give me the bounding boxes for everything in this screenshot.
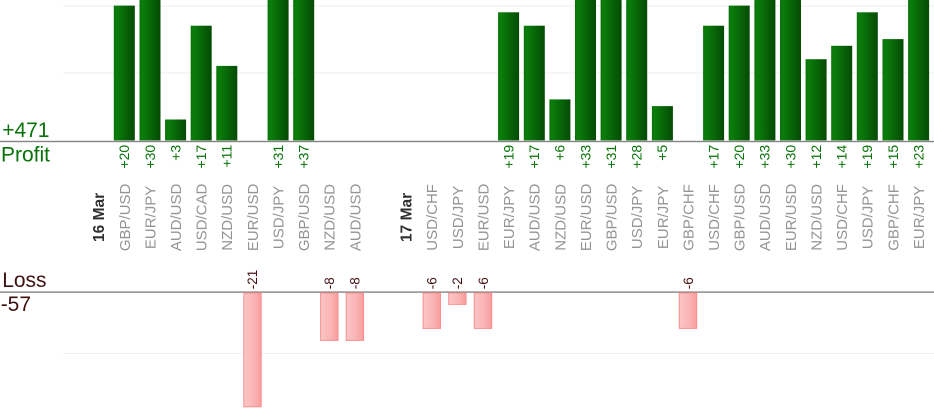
svg-text:Loss: Loss [2, 269, 46, 292]
svg-text:EUR/JPY: EUR/JPY [142, 186, 159, 249]
svg-text:EUR/JPY: EUR/JPY [501, 186, 518, 249]
svg-text:EUR/JPY: EUR/JPY [911, 186, 928, 249]
svg-text:USD/JPY: USD/JPY [271, 186, 288, 249]
svg-text:+28: +28 [629, 145, 645, 169]
svg-text:+20: +20 [116, 145, 132, 169]
svg-text:EUR/USD: EUR/USD [475, 183, 492, 251]
svg-text:+23: +23 [910, 145, 926, 169]
svg-text:+3: +3 [167, 145, 183, 161]
svg-text:USD/JPY: USD/JPY [450, 186, 467, 249]
svg-text:EUR/USD: EUR/USD [578, 183, 595, 251]
svg-text:-6: -6 [425, 277, 440, 289]
svg-text:-6: -6 [681, 277, 696, 289]
svg-text:-2: -2 [450, 277, 465, 289]
svg-text:+31: +31 [270, 145, 286, 169]
svg-text:+6: +6 [552, 145, 568, 161]
svg-text:+20: +20 [731, 145, 747, 169]
svg-text:+19: +19 [859, 145, 875, 169]
svg-text:+30: +30 [782, 145, 798, 169]
svg-text:USD/JPY: USD/JPY [860, 186, 877, 249]
svg-text:+17: +17 [193, 145, 209, 169]
svg-text:+19: +19 [500, 145, 516, 169]
svg-text:+11: +11 [219, 145, 235, 168]
svg-text:+14: +14 [834, 145, 850, 169]
svg-text:NZD/USD: NZD/USD [322, 184, 339, 251]
svg-text:+31: +31 [603, 145, 619, 169]
svg-text:+471: +471 [2, 119, 49, 142]
svg-text:-21: -21 [245, 270, 260, 290]
svg-text:GBP/USD: GBP/USD [604, 183, 621, 251]
svg-text:+5: +5 [654, 145, 670, 161]
svg-text:+17: +17 [526, 145, 542, 169]
svg-text:AUD/USD: AUD/USD [347, 183, 364, 251]
svg-text:17 Mar: 17 Mar [399, 193, 416, 242]
svg-text:GBP/USD: GBP/USD [296, 183, 313, 251]
svg-text:EUR/JPY: EUR/JPY [655, 186, 672, 249]
svg-text:USD/CHF: USD/CHF [424, 184, 441, 251]
svg-text:-6: -6 [476, 277, 491, 289]
svg-text:+33: +33 [757, 145, 773, 169]
svg-text:AUD/USD: AUD/USD [757, 183, 774, 251]
svg-text:-8: -8 [348, 277, 363, 289]
svg-text:+17: +17 [705, 145, 721, 169]
svg-text:AUD/USD: AUD/USD [168, 183, 185, 251]
svg-text:USD/CHF: USD/CHF [834, 184, 851, 251]
svg-text:NZD/USD: NZD/USD [809, 184, 826, 251]
svg-text:+33: +33 [577, 145, 593, 169]
svg-text:USD/JPY: USD/JPY [629, 186, 646, 249]
svg-text:NZD/USD: NZD/USD [219, 184, 236, 251]
svg-text:-57: -57 [1, 293, 31, 316]
svg-text:+37: +37 [296, 145, 312, 169]
svg-text:+12: +12 [808, 145, 824, 169]
svg-text:+30: +30 [142, 145, 158, 169]
svg-text:Profit: Profit [1, 143, 50, 166]
svg-text:AUD/USD: AUD/USD [527, 183, 544, 251]
svg-text:GBP/CHF: GBP/CHF [680, 184, 697, 251]
svg-text:-8: -8 [322, 277, 337, 289]
svg-text:USD/CAD: USD/CAD [194, 183, 211, 251]
svg-text:USD/CHF: USD/CHF [706, 184, 723, 251]
svg-text:+15: +15 [885, 145, 901, 169]
svg-text:GBP/USD: GBP/USD [117, 183, 134, 251]
svg-text:NZD/USD: NZD/USD [552, 184, 569, 251]
svg-text:EUR/USD: EUR/USD [245, 183, 262, 251]
svg-text:GBP/USD: GBP/USD [732, 183, 749, 251]
svg-text:16 Mar: 16 Mar [91, 193, 108, 242]
svg-text:GBP/CHF: GBP/CHF [885, 184, 902, 251]
svg-text:EUR/USD: EUR/USD [783, 183, 800, 251]
